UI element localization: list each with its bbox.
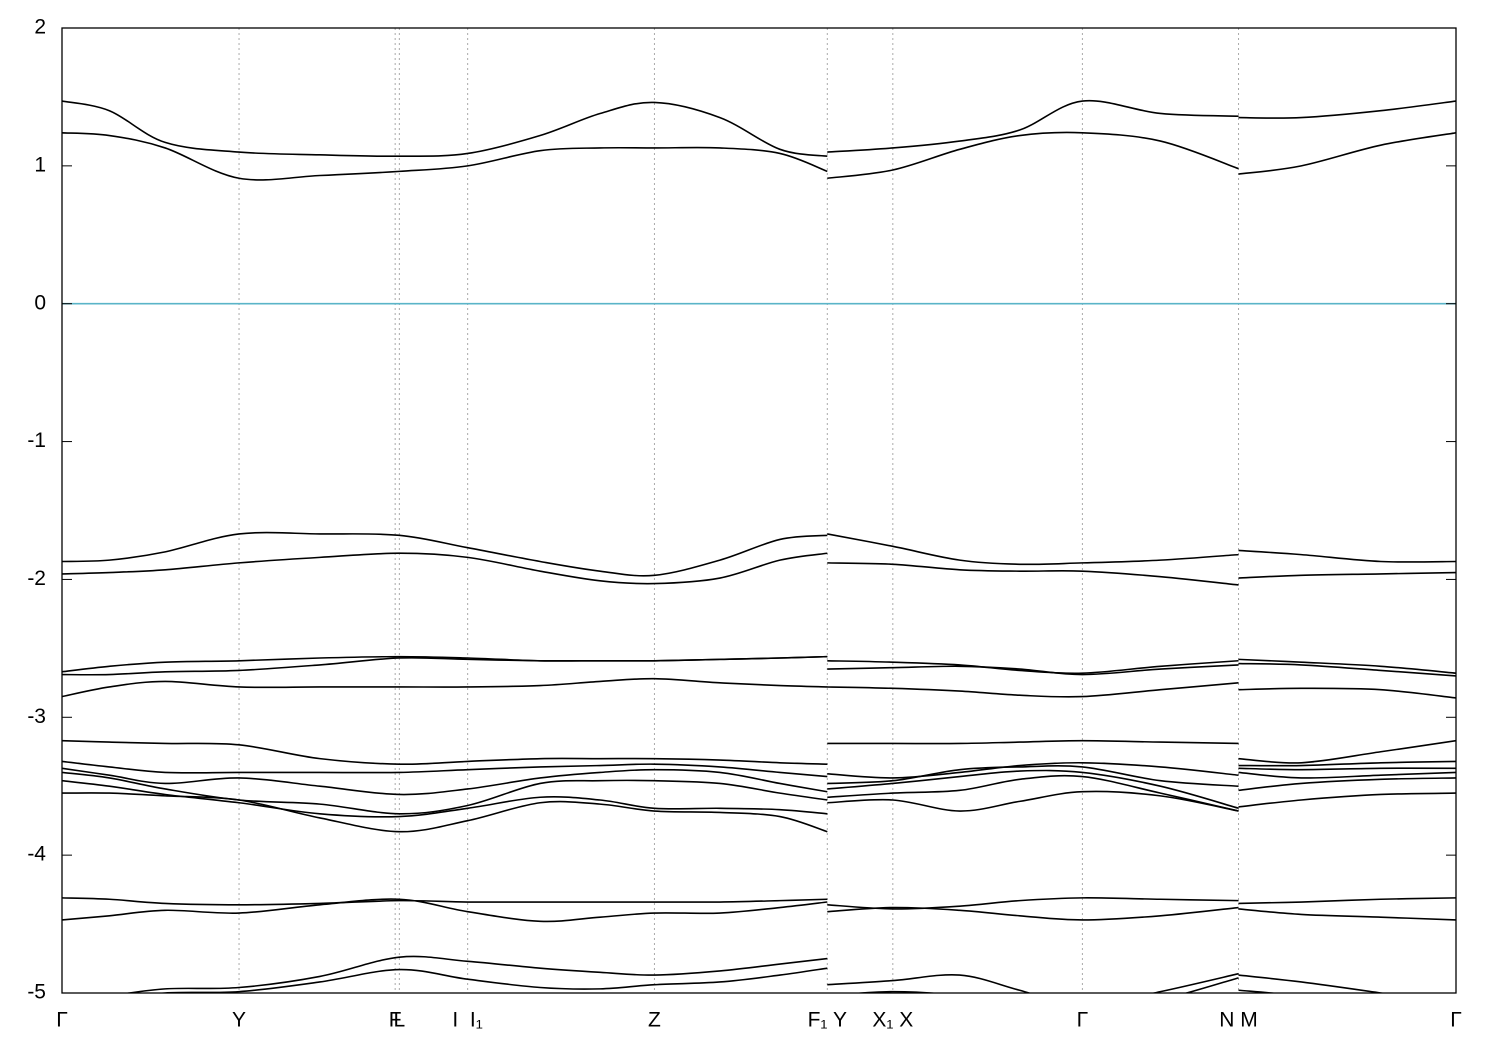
x-tick-label: F₁ Y (808, 1009, 847, 1032)
band-line (62, 790, 1456, 833)
band-line (62, 764, 1456, 796)
x-tick-label: F (389, 1009, 402, 1032)
band-line (62, 131, 1456, 181)
band-line (62, 739, 1456, 766)
band-line (62, 898, 1456, 923)
labels: -5 -4 -3 -2 -1 0 1 2 Γ Y FL I I₁ Z F₁ Y X₁ X Γ N M Γ (27, 16, 1461, 1032)
x-tick-label: X₁ X (872, 1009, 913, 1032)
band-line (124, 955, 1387, 993)
band-line (62, 655, 1456, 677)
x-tick-label: N M (1219, 1009, 1258, 1032)
band-line (62, 552, 1456, 586)
x-tick-label: Y (232, 1009, 246, 1032)
y-tick-label: -4 (27, 843, 46, 866)
x-tick-label: I I₁ (452, 1009, 482, 1032)
band-line (62, 774, 1456, 818)
x-tick-label: Γ (56, 1009, 68, 1032)
band-line (62, 677, 1456, 699)
band-line (62, 99, 1456, 158)
x-tick-label: Z (648, 1009, 661, 1032)
band-line (155, 967, 1281, 993)
x-tick-label: Γ (1077, 1009, 1089, 1032)
x-tick-label: L (394, 1009, 406, 1032)
band-line (62, 531, 1456, 577)
y-tick-label: 0 (34, 291, 46, 314)
plot-frame (61, 27, 1457, 994)
band-line (62, 769, 1456, 815)
y-tick-label: 2 (34, 16, 46, 39)
y-tick-label: -2 (27, 567, 46, 590)
band-line (62, 760, 1456, 779)
x-tick-label: Γ (1450, 1009, 1462, 1032)
y-tick-label: 1 (34, 153, 46, 176)
y-tick-label: -5 (27, 981, 46, 1004)
bands (62, 99, 1456, 993)
band-line (62, 897, 1456, 910)
y-tick-label: -3 (27, 705, 46, 728)
y-tick-label: -1 (27, 429, 46, 452)
